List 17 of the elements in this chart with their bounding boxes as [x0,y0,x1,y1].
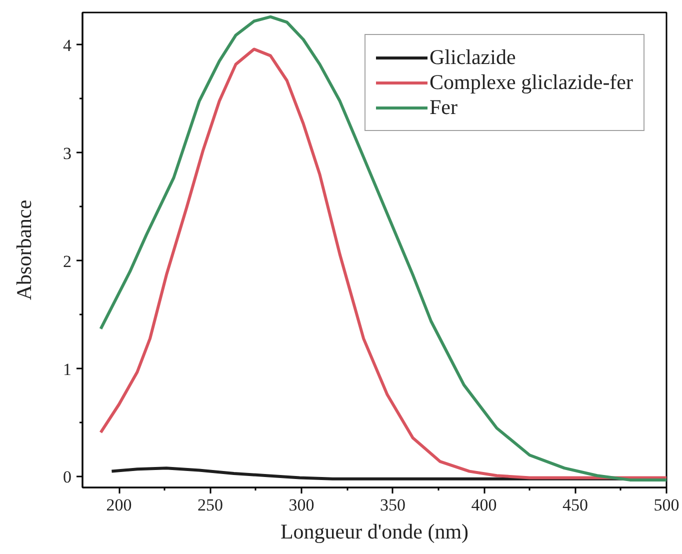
x-tick-label: 250 [198,496,223,514]
x-axis-title: Longueur d'onde (nm) [280,520,469,544]
legend-label: Complexe gliclazide-fer [430,70,633,95]
x-tick-label: 400 [471,496,497,514]
y-tick-label: 4 [63,36,72,55]
legend-label: Fer [430,95,458,120]
y-tick-label: 3 [63,144,72,163]
x-tick-label: 450 [562,496,588,514]
x-tick-label: 300 [288,496,314,514]
y-axis-title: Absorbance [12,200,36,300]
y-tick-label: 2 [63,252,72,271]
y-tick-label: 1 [63,360,72,379]
y-tick-label: 0 [63,468,72,487]
legend-label: Gliclazide [430,45,516,70]
x-tick-label: 500 [654,496,680,514]
x-tick-label: 350 [380,496,406,514]
x-tick-label: 200 [106,496,132,514]
